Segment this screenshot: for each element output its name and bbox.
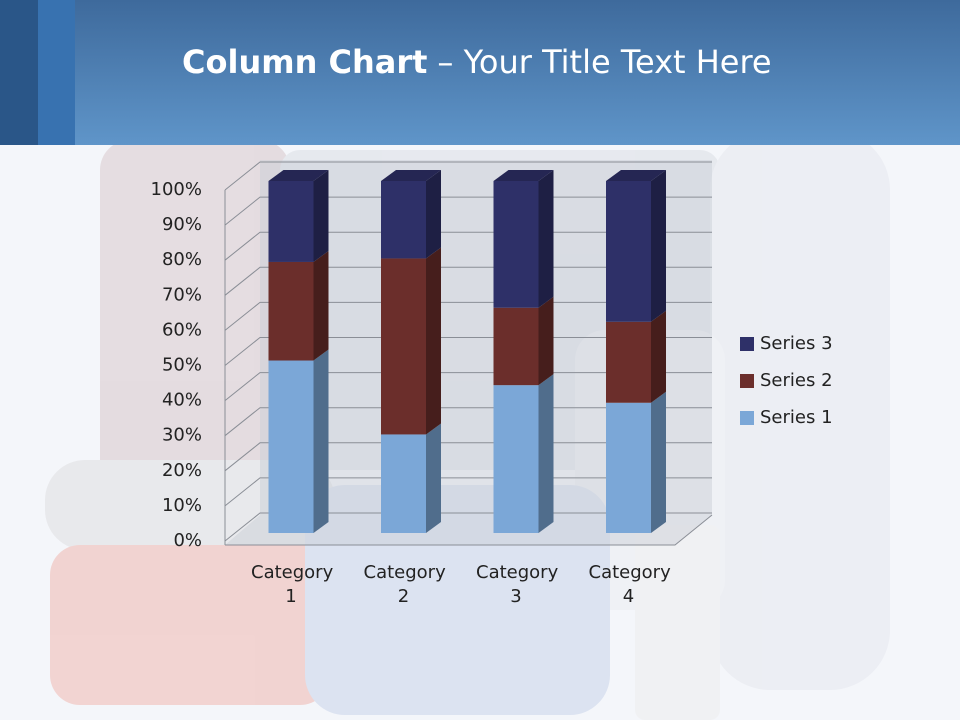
y-tick-label: 50% [162,355,202,376]
legend-swatch [740,411,754,425]
bar-side [426,247,441,435]
y-tick-label: 100% [151,179,202,200]
x-tick-label: Category 3 [476,562,559,607]
y-tick-label: 0% [173,530,202,551]
plot: 0% 10% 20% 30% 40% 50% 60% 70% 80% 90% 100% Series … [151,161,833,551]
grid-line [224,196,712,226]
bar-segment [268,360,314,533]
chart-title: Column Chart – Your Title Text Here [182,43,772,81]
bar-side [651,170,666,322]
bar-side [651,391,666,533]
bar-top [606,170,666,181]
bar-side [313,349,329,533]
title-bold: Column Chart [182,43,427,81]
bar-side [651,310,666,403]
y-tick-label: 20% [162,460,202,481]
grid-line [224,442,712,472]
bar-segment [493,385,539,533]
bar-side [313,250,329,361]
x-tick-label: Category 1 [251,562,334,607]
grid-line [224,477,712,507]
header-stripe [0,0,38,145]
y-tick-label: 10% [162,495,202,516]
bar-top [268,170,329,181]
y-tick-label: 90% [162,214,202,235]
grid-line [224,266,712,296]
bar-segment [268,261,314,361]
bar-segment [381,258,426,435]
legend-swatch [740,374,754,388]
x-tick-label: Category 4 [588,562,671,607]
y-tick-label: 40% [162,390,202,411]
header-stripe [38,0,75,145]
floor-edge [225,514,713,546]
y-tick-label: 80% [162,249,202,270]
grid-line [224,337,712,366]
bar-segment [268,181,314,262]
bar-side [426,170,441,259]
y-tick-label: 70% [162,284,202,305]
x-tick-label: Category 2 [363,562,446,607]
legend-label: Series 3 [760,333,833,354]
bar-segment [606,321,651,403]
bar-side [313,170,329,262]
title-rest: – Your Title Text Here [437,43,771,81]
grid-line [224,161,712,191]
bar-segment [606,402,651,533]
bar-top [493,170,554,181]
bar-segment [606,181,651,322]
y-tick-label: 60% [162,319,202,340]
bar-segment [381,434,426,533]
grid-line [224,512,712,542]
legend-swatch [740,337,754,351]
bar-side [538,374,554,533]
header-band [0,0,960,145]
bar-side [426,423,441,533]
bar-side [538,170,554,308]
grid-line [224,407,712,437]
bar-segment [493,307,539,386]
plot-walls [225,160,712,545]
grid-line [224,301,712,331]
grid-line [224,231,712,261]
legend-label: Series 1 [760,407,833,428]
bar-side [538,296,554,386]
y-tick-label: 30% [162,425,202,446]
bar-top [381,170,441,181]
grid-line [224,372,712,401]
bar-segment [493,181,539,308]
bar-segment [381,181,426,259]
legend-label: Series 2 [760,370,833,391]
